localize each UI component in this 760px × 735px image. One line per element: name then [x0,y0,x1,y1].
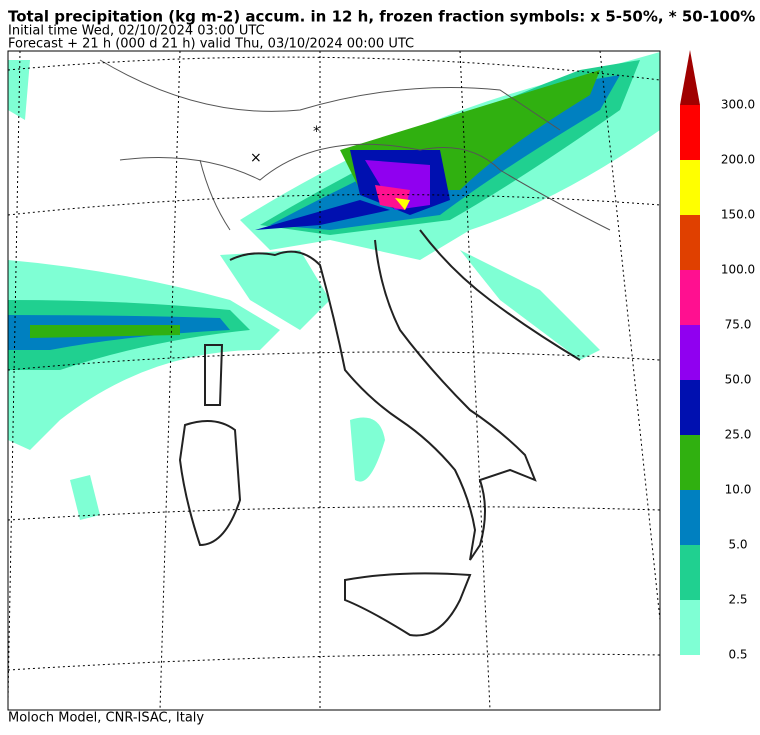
colorbar-box [680,545,700,600]
colorbar-label: 150.0 [721,208,755,222]
borders [99,59,611,231]
colorbar-label: 5.0 [728,538,747,552]
graticule [8,51,660,710]
frozen-symbol: * [313,124,320,140]
colorbar-box [680,160,700,215]
colorbar: 0.5 2.5 5.0 10.0 25.0 50.0 75.0 100.0 150.0 200.0… [680,50,755,662]
colorbar-box [680,600,700,655]
colorbar-label: 300.0 [721,98,755,112]
footer: Moloch Model, CNR-ISAC, Italy [8,711,204,726]
forecast-time: Forecast + 21 h (000 d 21 h) valid Thu, … [8,37,414,52]
colorbar-label: 2.5 [728,593,747,607]
coastline [178,229,581,637]
colorbar-label: 200.0 [721,153,755,167]
colorbar-label: 0.5 [728,648,747,662]
colorbar-label: 10.0 [725,483,752,497]
colorbar-box [680,325,700,380]
colorbar-box [680,380,700,435]
colorbar-box [680,105,700,160]
frozen-symbol: × [250,150,262,166]
map: × * [7,50,661,711]
colorbar-label: 50.0 [725,373,752,387]
colorbar-box [680,270,700,325]
colorbar-box [680,490,700,545]
map-frame [7,50,661,711]
title: Total precipitation (kg m-2) accum. in 1… [8,8,755,26]
colorbar-label: 100.0 [721,263,755,277]
colorbar-box [680,435,700,490]
colorbar-label: 25.0 [725,428,752,442]
initial-time: Initial time Wed, 02/10/2024 03:00 UTC [8,24,265,39]
colorbar-arrow [680,50,700,105]
colorbar-box [680,215,700,270]
precip-extreme [255,150,450,230]
colorbar-label: 75.0 [725,318,752,332]
